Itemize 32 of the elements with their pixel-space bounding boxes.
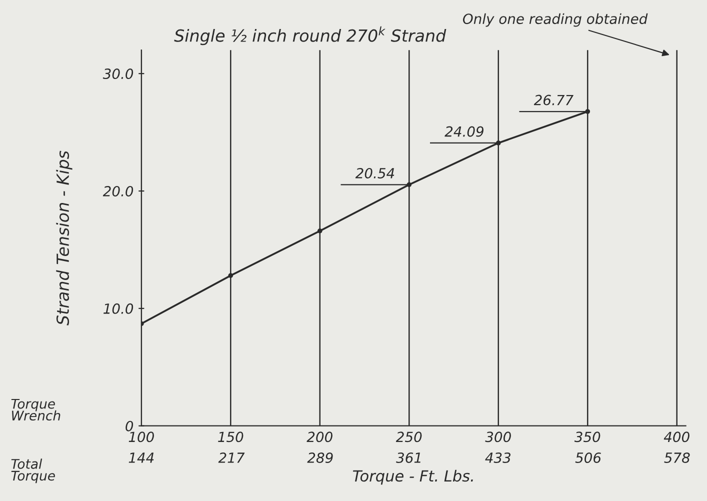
x-tick-label: 400 <box>664 432 690 442</box>
x2-tick-label: 506 <box>575 452 601 463</box>
x2-tick-label: 578 <box>664 452 690 463</box>
point <box>496 140 501 146</box>
x-tick-label: 150 <box>218 432 244 442</box>
x-tick-label: 300 <box>485 432 511 442</box>
point <box>585 109 590 114</box>
text: Only one reading obtained <box>462 13 648 27</box>
data-label: 20.54 <box>355 168 394 178</box>
x2-tick-label: 217 <box>218 452 245 463</box>
chart-title: Single ½ inch round 270$^{k}$ Strand <box>174 26 446 46</box>
data-label: 26.77 <box>534 94 574 106</box>
x2-tick-label: 433 <box>485 452 511 463</box>
point <box>228 273 234 278</box>
x-tick-label: 250 <box>396 432 422 442</box>
y-tick-label: 30.0 <box>102 68 134 80</box>
data-label: 24.09 <box>444 126 484 137</box>
point <box>406 182 412 188</box>
y-axis-title: Strand Tension - Kips <box>56 150 72 326</box>
x-tick-label: 350 <box>574 432 600 442</box>
x2-tick-label: 361 <box>396 452 420 463</box>
point <box>317 228 322 234</box>
y-tick-label: 0 <box>126 420 134 432</box>
x2-tick-label: 144 <box>128 452 154 463</box>
y-tick-label: 20.0 <box>102 186 134 196</box>
y-tick-label: 10.0 <box>104 303 134 314</box>
text: Total Torque <box>11 458 55 484</box>
x-tick-label: 100 <box>128 432 154 442</box>
x-tick-label: 200 <box>306 432 332 442</box>
x2-tick-label: 289 <box>307 452 333 463</box>
text: Torque Wrench <box>11 398 60 421</box>
x-axis-title: Torque - Ft. Lbs. <box>352 470 473 485</box>
